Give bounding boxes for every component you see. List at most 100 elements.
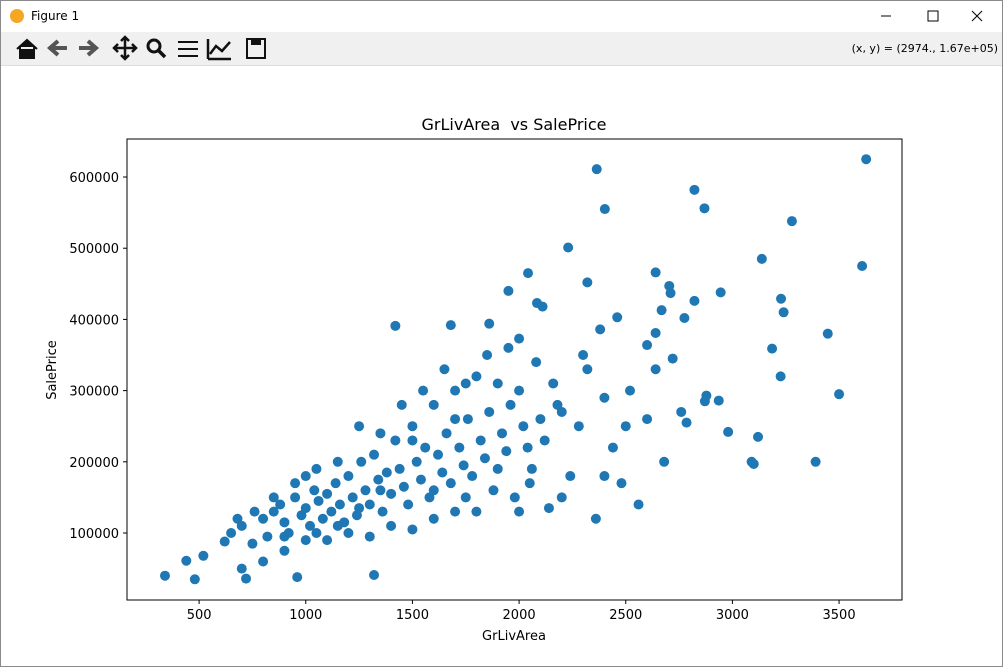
point [450,385,461,396]
point [535,414,546,425]
point [454,442,465,453]
point [300,503,311,514]
x-axis-label: GrLivArea [482,629,546,644]
point [699,203,710,214]
point [317,513,328,524]
point [497,428,508,439]
edit-button[interactable] [206,39,231,61]
point [492,463,503,474]
zoom-button[interactable] [146,38,162,54]
point [665,288,676,299]
point [633,499,644,510]
point [625,385,636,396]
title-icons [10,9,983,23]
point [599,471,610,482]
point [332,520,343,531]
point [268,506,279,517]
point [679,312,690,323]
point [445,478,456,489]
point [775,371,786,382]
point [377,506,388,517]
point [279,517,290,528]
point [650,327,661,338]
point [428,399,439,410]
pan-button[interactable] [112,35,138,61]
point [198,550,209,561]
point [650,364,661,375]
point [460,378,471,389]
close[interactable] [971,10,983,22]
point [418,385,429,396]
point [390,435,401,446]
point [411,456,422,467]
point [249,506,260,517]
point [313,495,324,506]
point [599,392,610,403]
point [394,463,405,474]
point [526,463,537,474]
point [518,421,529,432]
point [548,378,559,389]
x-tick-label: 3500 [823,608,856,623]
y-tick-label: 400000 [69,313,119,328]
point [471,506,482,517]
point [347,492,358,503]
x-tick-label: 1000 [289,608,322,623]
point [767,343,778,354]
x-tick-label: 3000 [716,608,749,623]
point [375,485,386,496]
back-button[interactable] [46,39,67,57]
point [390,320,401,331]
maximize[interactable] [927,10,939,22]
point [381,467,392,478]
point [354,421,365,432]
forward-button[interactable] [79,39,100,57]
point [258,556,269,567]
point [531,357,542,368]
point [599,204,610,215]
y-tick-label: 100000 [69,527,119,542]
point [290,478,301,489]
point [236,563,247,574]
point [369,570,380,581]
home-button[interactable] [16,38,38,59]
point [159,570,170,581]
point [539,435,550,446]
point [334,499,345,510]
point [428,485,439,496]
y-tick-label: 200000 [69,456,119,471]
point [509,492,520,503]
point [689,295,700,306]
toolbar-icons [16,35,266,61]
point [437,467,448,478]
point [778,307,789,318]
point [300,535,311,546]
point [537,301,548,312]
point [642,340,653,351]
point [565,471,576,482]
point [786,216,797,227]
point [305,520,316,531]
window-title: Figure 1 [31,9,80,23]
point [309,485,320,496]
configure-button[interactable] [178,41,198,57]
chart: GrLivArea vs SalePrice GrLivArea SalePri… [45,115,903,644]
point [441,428,452,439]
point [642,414,653,425]
point [330,478,341,489]
point [822,328,833,339]
point [373,474,384,485]
point [343,528,354,539]
point [861,154,872,165]
y-tick-label: 600000 [69,171,119,186]
point [290,492,301,503]
point [479,453,490,464]
point [582,364,593,375]
point [484,318,495,329]
point [364,499,375,510]
point [514,385,525,396]
point [407,421,418,432]
point [403,499,414,510]
point [552,399,563,410]
